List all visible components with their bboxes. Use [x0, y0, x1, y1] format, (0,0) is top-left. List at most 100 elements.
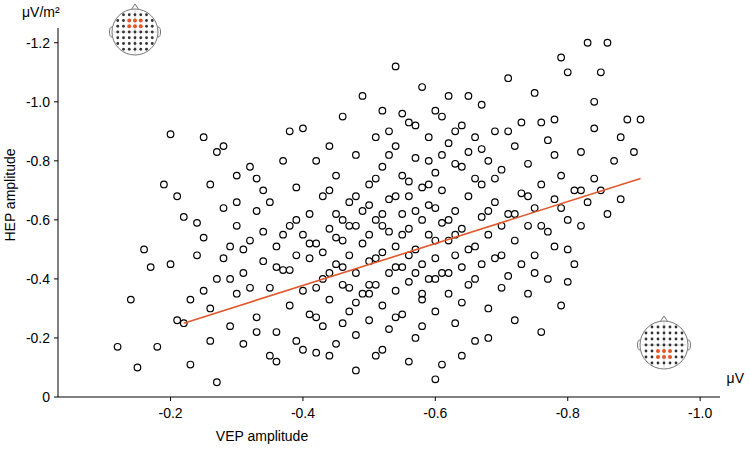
scatter-point: [167, 261, 174, 268]
scatter-point: [353, 367, 360, 374]
scatter-point: [187, 296, 194, 303]
scatter-point: [591, 99, 598, 106]
scatter-point: [326, 270, 333, 277]
scatter-point: [518, 190, 525, 197]
scatter-point: [617, 134, 624, 141]
y-tick-label: -1.2: [26, 35, 50, 51]
scatter-point: [267, 284, 274, 291]
scatter-point: [452, 128, 459, 135]
x-tick: [567, 397, 568, 401]
scatter-point: [472, 338, 479, 345]
scatter-point: [525, 290, 532, 297]
scatter-point: [200, 234, 207, 241]
scatter-point: [346, 222, 353, 229]
scatter-point: [591, 125, 598, 132]
scatter-point: [492, 128, 499, 135]
scatter-point: [439, 187, 446, 194]
scatter-point: [227, 243, 234, 250]
scatter-point: [399, 211, 406, 218]
scatter-point: [518, 119, 525, 126]
scatter-point: [372, 217, 379, 224]
scatter-point: [333, 234, 340, 241]
scatter-point: [538, 222, 545, 229]
scatter-point: [233, 199, 240, 206]
scatter-point: [485, 208, 492, 215]
scatter-point: [432, 376, 439, 383]
scatter-point: [531, 90, 538, 97]
scatter-point: [180, 214, 187, 221]
scatter-point: [392, 314, 399, 321]
scatter-point: [425, 202, 432, 209]
scatter-point: [459, 264, 466, 271]
y-tick: [54, 160, 58, 161]
scatter-point: [339, 282, 346, 289]
scatter-point: [320, 249, 327, 256]
scatter-point: [459, 163, 466, 170]
scatter-point: [114, 344, 121, 351]
x-tick-label: -0.4: [291, 405, 315, 421]
scatter-point: [412, 155, 419, 162]
x-tick-label: -1.0: [688, 405, 712, 421]
scatter-point: [260, 187, 267, 194]
scatter-point: [399, 264, 406, 271]
y-tick-label: -0.8: [26, 153, 50, 169]
scatter-point: [419, 217, 426, 224]
scatter-point: [472, 134, 479, 141]
scatter-point: [392, 193, 399, 200]
scatter-point: [207, 338, 214, 345]
scatter-point: [267, 352, 274, 359]
scatter-point: [253, 329, 260, 336]
scatter-point: [161, 181, 168, 188]
scatter-point: [598, 69, 605, 76]
scatter-point: [300, 125, 307, 132]
scatter-point: [386, 128, 393, 135]
scatter-point: [366, 282, 373, 289]
scatter-point: [578, 187, 585, 194]
scatter-point: [207, 181, 214, 188]
scatter-point: [240, 341, 247, 348]
y-tick-label: -0.2: [26, 330, 50, 346]
scatter-point: [445, 290, 452, 297]
scatter-point: [584, 199, 591, 206]
scatter-point: [293, 252, 300, 259]
x-axis: [58, 397, 720, 398]
scatter-point: [445, 217, 452, 224]
scatter-point: [372, 255, 379, 262]
scatter-point: [313, 240, 320, 247]
scatter-point: [617, 196, 624, 203]
x-tick: [302, 397, 303, 401]
scatter-point: [214, 149, 221, 156]
scatter-point: [564, 217, 571, 224]
scatter-point: [313, 284, 320, 291]
scatter-point: [637, 116, 644, 123]
scatter-point: [425, 231, 432, 238]
scatter-point: [359, 290, 366, 297]
scatter-point: [293, 184, 300, 191]
scatter-point: [386, 196, 393, 203]
scatter-point: [353, 299, 360, 306]
scatter-point: [353, 222, 360, 229]
scatter-point: [320, 193, 327, 200]
scatter-point: [174, 193, 181, 200]
scatter-point: [379, 163, 386, 170]
scatter-point: [511, 211, 518, 218]
scatter-point: [233, 172, 240, 179]
scatter-point: [227, 323, 234, 330]
scatter-point: [419, 290, 426, 297]
scatter-point: [452, 160, 459, 167]
scatter-point: [227, 276, 234, 283]
scatter-point: [505, 273, 512, 280]
scatter-point: [372, 175, 379, 182]
scatter-point: [432, 255, 439, 262]
y-tick-label: -0.6: [26, 212, 50, 228]
scatter-point: [233, 222, 240, 229]
scatter-point: [439, 220, 446, 227]
scatter-point: [386, 152, 393, 159]
scatter-point: [505, 128, 512, 135]
scatter-point: [419, 184, 426, 191]
scatter-point: [233, 290, 240, 297]
y-axis: [58, 28, 59, 397]
x-tick: [700, 397, 701, 401]
y-unit: μV/m²: [22, 4, 60, 20]
scatter-point: [425, 158, 432, 165]
